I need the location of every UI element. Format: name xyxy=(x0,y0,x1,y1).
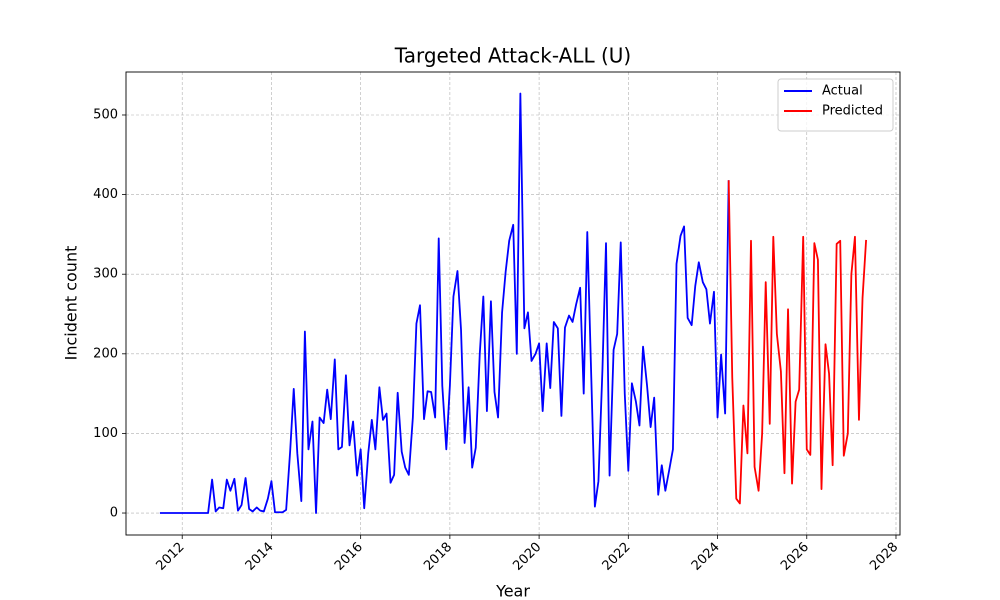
series-line xyxy=(159,92,730,514)
chart-title: Targeted Attack-ALL (U) xyxy=(394,44,631,68)
y-tick-label: 200 xyxy=(93,346,118,361)
y-tick-label: 300 xyxy=(93,267,118,282)
y-axis-label: Incident count xyxy=(62,246,81,361)
plot-frame xyxy=(125,71,901,536)
legend: Actual Predicted xyxy=(777,78,894,132)
y-tick-label: 500 xyxy=(93,107,118,122)
series-line xyxy=(727,180,867,505)
legend-label: Actual xyxy=(822,84,863,99)
y-tick-label: 400 xyxy=(93,187,118,202)
y-tick-label: 0 xyxy=(110,506,118,521)
x-axis-label: Year xyxy=(495,582,530,600)
y-tick-label: 100 xyxy=(93,426,118,441)
legend-label: Predicted xyxy=(822,104,883,119)
